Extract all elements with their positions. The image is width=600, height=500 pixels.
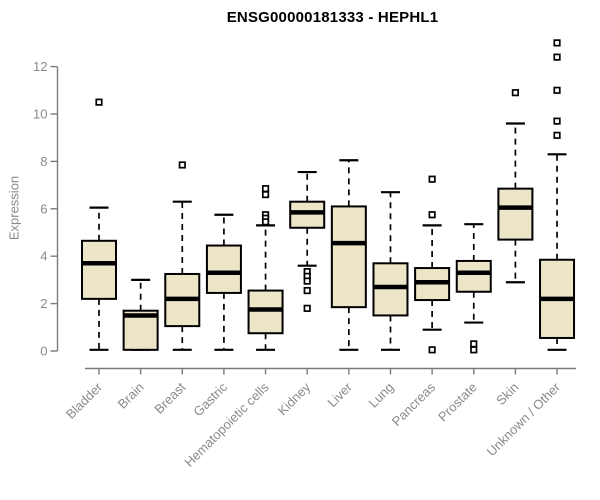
- x-tick-label: Breast: [151, 379, 188, 416]
- x-tick-label: Lung: [366, 380, 397, 411]
- x-tick-label: Pancreas: [389, 379, 439, 429]
- y-tick-label: 0: [40, 344, 47, 359]
- outlier-point: [303, 286, 311, 295]
- box-iqr: [455, 259, 492, 293]
- box-iqr: [497, 187, 534, 241]
- box-iqr: [289, 200, 326, 229]
- outlier-point: [261, 185, 270, 193]
- outlier-point: [553, 86, 561, 94]
- outlier-point: [261, 218, 270, 226]
- x-tick-label: Gastric: [190, 379, 230, 419]
- outlier-point: [428, 346, 436, 354]
- outlier-point: [303, 304, 311, 312]
- outlier-point: [553, 53, 561, 61]
- x-tick-label: Unknown / Other: [484, 379, 564, 459]
- outlier-point: [470, 346, 478, 354]
- outlier-point: [553, 39, 561, 47]
- x-tick-label: Skin: [493, 380, 521, 408]
- x-tick-label: Brain: [115, 380, 147, 412]
- chart-title: ENSG00000181333 - HEPHL1: [226, 9, 439, 26]
- x-tick-label: Prostate: [435, 380, 480, 425]
- outlier-point: [553, 131, 561, 139]
- box-iqr: [330, 205, 367, 309]
- y-tick-label: 12: [33, 59, 47, 74]
- outlier-point: [303, 277, 311, 285]
- outlier-point: [428, 211, 436, 219]
- outlier-point: [553, 117, 561, 125]
- outlier-point: [261, 190, 270, 199]
- outlier-point: [178, 161, 186, 169]
- outlier-point: [470, 340, 478, 348]
- outlier-point: [428, 175, 436, 183]
- x-tick-label: Bladder: [63, 379, 106, 422]
- x-tick-label: Liver: [324, 379, 355, 410]
- box-iqr: [205, 244, 242, 294]
- x-tick-label: Kidney: [275, 379, 314, 418]
- y-tick-label: 4: [40, 249, 47, 264]
- box-iqr: [247, 289, 284, 335]
- outlier-point: [95, 98, 103, 106]
- y-tick-label: 2: [40, 296, 47, 311]
- outlier-point: [511, 89, 520, 97]
- box-iqr: [81, 239, 117, 300]
- y-tick-label: 6: [40, 201, 47, 216]
- box-iqr: [372, 262, 409, 317]
- y-tick-label: 10: [33, 107, 47, 122]
- y-tick-label: 8: [40, 154, 47, 169]
